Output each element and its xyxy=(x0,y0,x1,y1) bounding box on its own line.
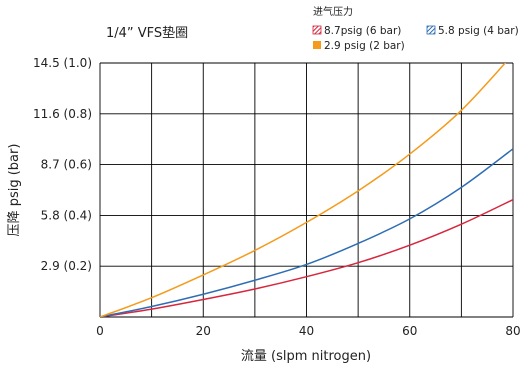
legend-item-8-7psig: 8.7psig (6 bar) xyxy=(312,25,401,37)
legend-item-2-9psig: 2.9 psig (2 bar) xyxy=(313,40,405,52)
y-tick-label: 14.5 (1.0) xyxy=(33,56,92,70)
legend-item-5-8psig: 5.8 psig (4 bar) xyxy=(426,25,519,37)
y-tick-label: 11.6 (0.8) xyxy=(33,107,92,121)
legend-label: 2.9 psig (2 bar) xyxy=(324,40,405,52)
x-tick-label: 60 xyxy=(402,324,417,338)
legend: 进气压力 8.7psig (6 bar) 5.8 psig (4 bar) 2.… xyxy=(312,5,519,52)
x-tick-label: 0 xyxy=(96,324,104,338)
legend-label: 8.7psig (6 bar) xyxy=(324,25,401,37)
y-tick-label: 5.8 (0.4) xyxy=(41,208,92,222)
series-line-1 xyxy=(100,198,513,317)
x-tick-label: 40 xyxy=(299,324,314,338)
series-line-3 xyxy=(100,63,507,317)
series-group xyxy=(100,63,513,317)
y-axis-title: 压降 psig (bar) xyxy=(7,144,22,237)
legend-swatch-orange xyxy=(313,41,321,49)
x-tick-label: 20 xyxy=(196,324,211,338)
y-tick-label: 2.9 (0.2) xyxy=(41,259,92,273)
legend-title: 进气压力 xyxy=(313,5,353,18)
chart-title: 1/4” VFS垫圈 xyxy=(106,25,188,41)
legend-swatch-red xyxy=(312,25,322,35)
axes: 0 20 40 60 80 2.9 (0.2) 5.8 (0.4) 8.7 (0.6) 11.6… xyxy=(33,56,520,338)
legend-swatch-blue xyxy=(426,25,436,35)
y-tick-label: 8.7 (0.6) xyxy=(41,158,92,172)
series-line-2 xyxy=(100,148,513,317)
grid xyxy=(99,62,514,318)
x-axis-title: 流量 (slpm nitrogen) xyxy=(241,349,371,364)
legend-label: 5.8 psig (4 bar) xyxy=(438,25,519,37)
x-tick-label: 80 xyxy=(505,324,520,338)
